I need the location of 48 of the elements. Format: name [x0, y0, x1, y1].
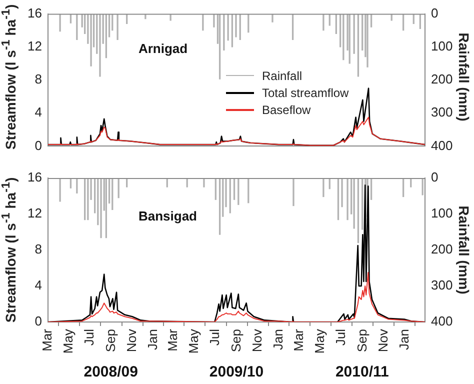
legend-label: Baseflow [262, 102, 311, 116]
x-tick-label: Jan [270, 329, 286, 350]
x-tick-label: Sep [102, 329, 118, 352]
x-tick-label: Jan [144, 329, 160, 350]
y2-tick-label: 300 [431, 278, 453, 293]
x-tick-label: Jul [82, 328, 97, 346]
y-tick-label: 8 [34, 72, 42, 87]
x-tick-label: Jul [207, 328, 222, 346]
text: 2008/09 [84, 364, 138, 381]
x-tick-label: Nov [124, 328, 139, 352]
y2-axis-title: Rainfall (mm) [456, 206, 472, 294]
x-tick-label: Nov [250, 328, 265, 352]
text: Bansigad [138, 208, 198, 224]
y-tick-label: 0 [34, 314, 42, 329]
text: 2010/11 [335, 364, 389, 381]
x-tick-label: Mar [290, 328, 306, 352]
x-tick-label: Sep [354, 329, 370, 352]
y-tick-label: 16 [28, 5, 42, 20]
x-tick-label: Mar [165, 328, 180, 352]
y-tick-label: 4 [34, 104, 42, 120]
x-tick-label: Mar [40, 328, 55, 352]
x-tick-label: Nov [375, 328, 390, 352]
x-tick-label: May [312, 328, 327, 354]
x-tick-label: May [186, 328, 202, 354]
y2-tick-label: 0 [431, 170, 438, 185]
y2-tick-label: 400 [431, 138, 453, 153]
y2-tick-label: 400 [431, 314, 453, 329]
y2-tick-label: 0 [431, 5, 438, 20]
legend-label: Total streamflow [262, 86, 349, 100]
legend-label: Rainfall [262, 68, 302, 82]
y-tick-label: 8 [34, 242, 42, 257]
y2-tick-label: 100 [431, 206, 453, 221]
x-tick-label: Jan [396, 329, 412, 350]
y2-tick-label: 300 [431, 104, 453, 120]
y-tick-label: 16 [28, 170, 42, 185]
y-tick-label: 12 [28, 206, 42, 221]
y-tick-label: 4 [34, 278, 42, 293]
y2-axis-title: Rainfall (mm) [456, 32, 472, 122]
y-tick-label: 0 [34, 138, 42, 153]
y2-tick-label: 200 [431, 72, 453, 87]
y2-tick-label: 200 [431, 242, 453, 257]
y2-tick-label: 100 [431, 38, 453, 54]
text: 2009/10 [209, 364, 264, 381]
y-tick-label: 12 [28, 38, 42, 54]
x-tick-label: Sep [228, 329, 244, 352]
x-tick-label: May [60, 328, 76, 354]
x-tick-label: Jul [332, 328, 348, 346]
text: Arnigad [138, 41, 188, 56]
